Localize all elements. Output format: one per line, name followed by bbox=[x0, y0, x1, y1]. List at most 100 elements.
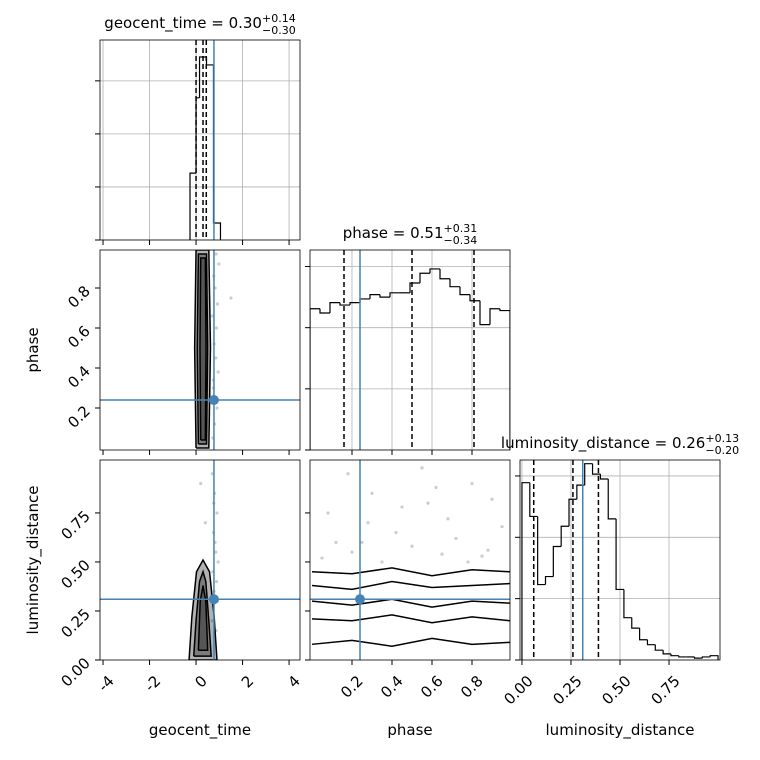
histogram-step bbox=[537, 516, 546, 586]
truth-point bbox=[208, 594, 219, 605]
panel-frame bbox=[309, 249, 511, 451]
y-tick-label: 0.4 bbox=[64, 362, 94, 392]
histogram-step bbox=[521, 482, 530, 660]
histogram-step bbox=[349, 301, 360, 306]
y-tick-label: 0.00 bbox=[57, 654, 93, 690]
histogram-step bbox=[591, 463, 601, 475]
sample-point bbox=[420, 466, 424, 470]
histogram-step bbox=[529, 482, 538, 518]
histogram-step bbox=[654, 644, 664, 651]
panel-frame bbox=[99, 459, 301, 661]
histogram-step bbox=[189, 172, 197, 240]
sample-point bbox=[210, 619, 214, 623]
sample-point bbox=[426, 501, 430, 505]
sample-point bbox=[215, 511, 219, 515]
panel: 0.2 0.4 0.6 0.8 phase bbox=[305, 459, 511, 739]
contour bbox=[311, 598, 510, 608]
title-main: phase = 0.51 bbox=[343, 224, 444, 242]
panel-title: luminosity_distance = 0.26+0.13 −0.20 bbox=[501, 432, 739, 457]
title-main: geocent_time = 0.30 bbox=[104, 14, 262, 33]
histogram-step bbox=[693, 656, 703, 659]
title-main: luminosity_distance = 0.26 bbox=[501, 434, 705, 453]
histogram-step bbox=[319, 308, 330, 314]
x-tick-label: 0.00 bbox=[500, 672, 536, 708]
sample-point bbox=[216, 370, 220, 374]
x-tick-label: 2 bbox=[238, 672, 257, 691]
sample-point bbox=[466, 560, 470, 564]
y-tick-label: 0.8 bbox=[64, 282, 94, 312]
histogram-step bbox=[615, 518, 624, 591]
sample-point bbox=[334, 540, 338, 544]
panel-title: phase = 0.51+0.31 −0.34 bbox=[343, 222, 478, 247]
histogram-step bbox=[379, 294, 390, 298]
histogram-step bbox=[552, 545, 562, 577]
sample-point bbox=[350, 550, 354, 554]
sample-point bbox=[500, 525, 504, 529]
histogram-step bbox=[198, 56, 207, 98]
histogram-step bbox=[662, 650, 671, 655]
sample-point bbox=[360, 540, 364, 544]
sample-point bbox=[203, 521, 207, 525]
title-sub: −0.20 bbox=[705, 444, 739, 457]
contour bbox=[311, 567, 510, 577]
plot-area bbox=[520, 460, 720, 660]
truth-point bbox=[208, 395, 219, 405]
plot-area bbox=[310, 250, 510, 450]
sample-point bbox=[366, 521, 370, 525]
histogram-step bbox=[310, 308, 320, 450]
sample-point bbox=[486, 548, 490, 552]
histogram-step bbox=[560, 525, 570, 547]
x-tick-label: 0.25 bbox=[549, 672, 585, 708]
histogram-step bbox=[329, 301, 340, 313]
sample-point bbox=[440, 552, 444, 556]
sample-point bbox=[210, 314, 214, 318]
sample-point bbox=[215, 406, 219, 410]
sample-point bbox=[214, 252, 218, 256]
contour bbox=[311, 637, 510, 648]
x-tick-label: 0.6 bbox=[417, 672, 447, 702]
sample-point bbox=[370, 491, 374, 495]
contour bbox=[311, 614, 510, 624]
histogram-step bbox=[631, 617, 640, 629]
plot-area bbox=[100, 250, 300, 450]
histogram-step bbox=[499, 308, 510, 450]
sample-point bbox=[214, 356, 218, 360]
histogram-step bbox=[646, 639, 656, 646]
sample-point bbox=[400, 505, 404, 509]
panel: 0.2 0.4 0.6 0.8 phase bbox=[24, 249, 301, 455]
panel: phase = 0.51+0.31 −0.34 bbox=[305, 222, 511, 455]
truth-point bbox=[355, 594, 365, 605]
histogram-step bbox=[670, 653, 679, 657]
title-sup: +0.13 bbox=[705, 432, 739, 445]
sample-point bbox=[454, 536, 458, 541]
histogram-step bbox=[489, 308, 500, 325]
x-tick-label: 0.4 bbox=[377, 672, 407, 702]
sample-point bbox=[490, 497, 494, 501]
histogram-step bbox=[639, 628, 648, 641]
histogram-step bbox=[584, 463, 593, 486]
x-tick-label: 0.50 bbox=[598, 672, 634, 708]
sample-point bbox=[320, 556, 324, 560]
x-tick-label: 0 bbox=[191, 672, 210, 691]
sample-point bbox=[199, 481, 203, 486]
histogram-step bbox=[576, 484, 585, 500]
y-tick-label: 0.6 bbox=[64, 322, 94, 352]
x-axis-label: geocent_time bbox=[149, 721, 251, 740]
sample-point bbox=[217, 262, 221, 266]
histogram-step bbox=[359, 298, 370, 303]
histogram-step bbox=[544, 575, 554, 585]
histogram-step bbox=[568, 498, 577, 527]
histogram-step bbox=[429, 268, 440, 274]
histogram-step bbox=[599, 474, 609, 480]
sample-point bbox=[470, 481, 474, 486]
histogram-step bbox=[205, 56, 214, 66]
sample-point bbox=[480, 554, 484, 558]
x-tick-label: 0.2 bbox=[337, 672, 367, 702]
panel-title: geocent_time = 0.30+0.14 −0.30 bbox=[104, 12, 295, 37]
sample-point bbox=[214, 326, 219, 330]
y-axis-label: phase bbox=[24, 327, 42, 372]
panel-frame bbox=[99, 249, 301, 451]
title-sup: +0.14 bbox=[262, 12, 296, 25]
sample-point bbox=[216, 560, 220, 564]
